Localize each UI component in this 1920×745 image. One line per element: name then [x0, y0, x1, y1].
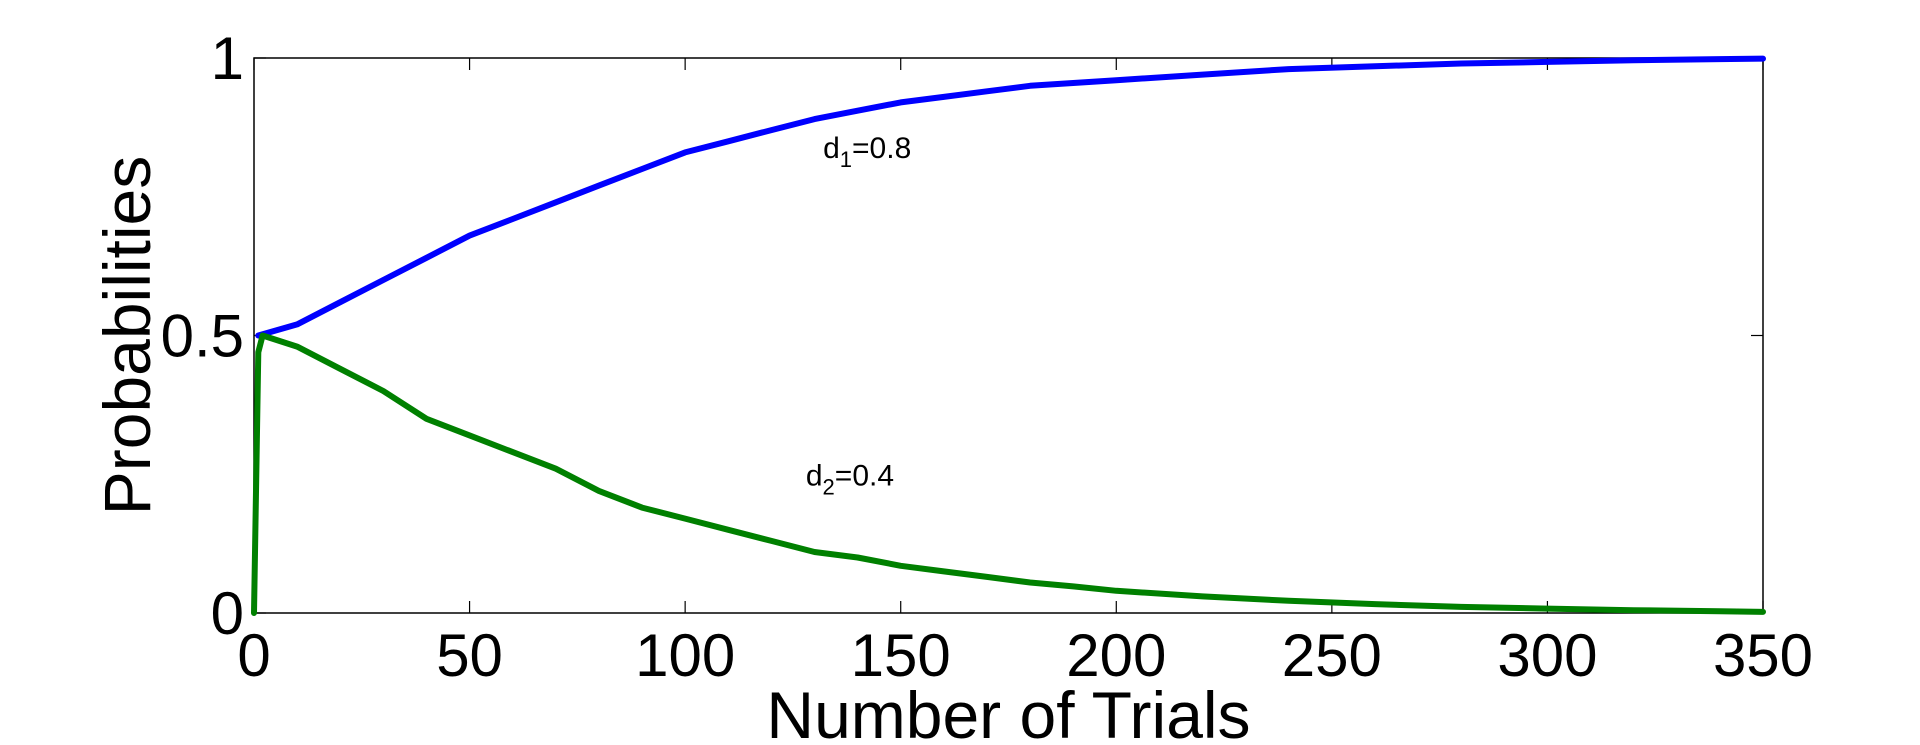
y-tick-label: 1 [211, 25, 244, 92]
x-tick-label: 250 [1282, 622, 1382, 689]
x-tick-label: 200 [1066, 622, 1166, 689]
series-line-1 [255, 55, 1766, 339]
x-tick-label: 150 [851, 622, 951, 689]
annotation-layer: d1=0.8 d2=0.4 [806, 132, 911, 499]
x-tick-label: 100 [635, 622, 735, 689]
annotation-1: d1=0.8 [823, 132, 911, 172]
y-tick-label: 0.5 [161, 303, 244, 370]
tick-labels: 0 50 100 150 200 250 300 350 0 0.5 1 [161, 25, 1813, 689]
x-tick-label: 50 [436, 622, 503, 689]
x-tick-label: 350 [1713, 622, 1813, 689]
y-tick-label: 0 [211, 580, 244, 647]
x-tick-label: 0 [237, 622, 270, 689]
y-axis-title: Probabilities [90, 156, 164, 516]
series-line-2 [251, 332, 1766, 616]
plot-area [253, 57, 1764, 614]
x-axis-title: Number of Trials [766, 678, 1250, 745]
x-tick-label: 300 [1497, 622, 1597, 689]
series-layer [251, 55, 1766, 616]
annotation-2: d2=0.4 [806, 459, 894, 499]
